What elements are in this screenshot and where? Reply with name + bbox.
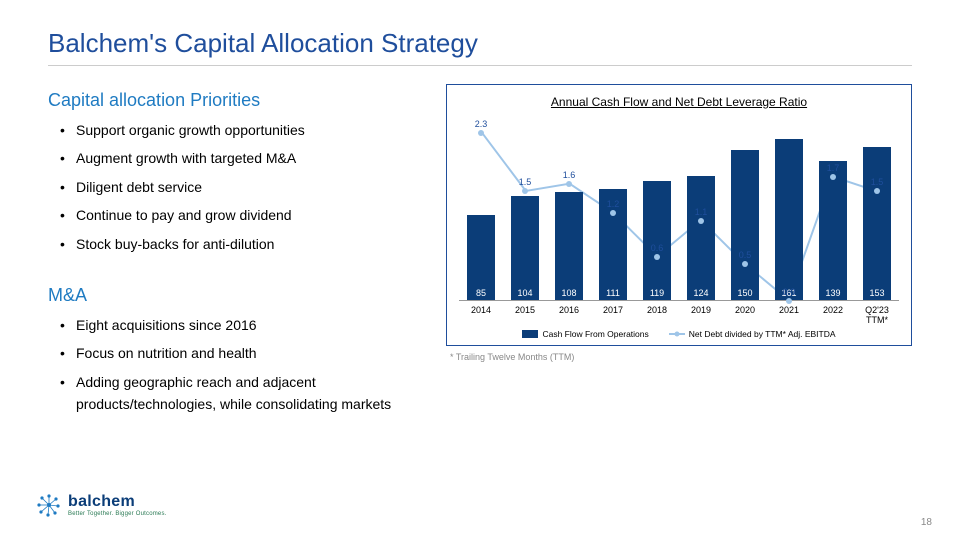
chart-bar: 150 — [731, 150, 758, 300]
logo-icon — [36, 492, 62, 518]
chart-line-label: 1.7 — [827, 163, 840, 173]
chart-bar: 108 — [555, 192, 582, 300]
logo-tagline: Better Together. Bigger Outcomes. — [68, 511, 167, 517]
chart-line-label: 0.5 — [739, 250, 752, 260]
legend-bars: Cash Flow From Operations — [522, 329, 648, 339]
chart-legend: Cash Flow From Operations Net Debt divid… — [459, 329, 899, 339]
chart-line-label: 0.0 — [783, 287, 796, 297]
chart-bar: 104 — [511, 196, 538, 300]
logo-text: balchem — [68, 493, 167, 511]
left-column: Capital allocation Priorities Support or… — [48, 84, 426, 422]
list-item: Eight acquisitions since 2016 — [76, 314, 426, 336]
chart-line-label: 1.5 — [519, 177, 532, 187]
chart-container: Annual Cash Flow and Net Debt Leverage R… — [446, 84, 912, 346]
chart-bar-label: 104 — [511, 288, 538, 298]
chart-title: Annual Cash Flow and Net Debt Leverage R… — [459, 95, 899, 109]
chart-line-point — [786, 298, 792, 304]
chart-bar-label: 150 — [731, 288, 758, 298]
chart-xtick: 2015 — [503, 305, 547, 325]
list-item: Support organic growth opportunities — [76, 119, 426, 141]
chart-line-label: 1.5 — [871, 177, 884, 187]
chart-line-point — [610, 210, 616, 216]
chart-bar-label: 111 — [599, 288, 626, 298]
chart-line-point — [742, 261, 748, 267]
page-number: 18 — [921, 517, 932, 528]
list-item: Focus on nutrition and health — [76, 342, 426, 364]
priorities-heading: Capital allocation Priorities — [48, 90, 426, 111]
chart-bar-label: 108 — [555, 288, 582, 298]
ma-list: Eight acquisitions since 2016 Focus on nu… — [48, 314, 426, 416]
chart-line-label: 2.3 — [475, 119, 488, 129]
logo: balchem Better Together. Bigger Outcomes… — [36, 492, 167, 518]
chart-footnote: * Trailing Twelve Months (TTM) — [450, 352, 912, 362]
list-item: Augment growth with targeted M&A — [76, 147, 426, 169]
chart-bar-label: 85 — [467, 288, 494, 298]
chart-line-point — [698, 218, 704, 224]
chart-bar: 139 — [819, 161, 846, 300]
chart-xtick: 2021 — [767, 305, 811, 325]
priorities-list: Support organic growth opportunities Augm… — [48, 119, 426, 255]
slide-title: Balchem's Capital Allocation Strategy — [48, 28, 912, 66]
chart-xtick: 2018 — [635, 305, 679, 325]
chart-line-label: 0.6 — [651, 243, 664, 253]
right-column: Annual Cash Flow and Net Debt Leverage R… — [446, 84, 912, 422]
list-item: Diligent debt service — [76, 176, 426, 198]
ma-heading: M&A — [48, 285, 426, 306]
chart-line-point — [874, 188, 880, 194]
chart-xtick: Q2'23 TTM* — [855, 305, 899, 325]
chart-xaxis: 201420152016201720182019202020212022Q2'2… — [459, 305, 899, 325]
chart-line-label: 1.1 — [695, 207, 708, 217]
chart-line-point — [830, 174, 836, 180]
chart-xtick: 2019 — [679, 305, 723, 325]
chart-line-label: 1.2 — [607, 199, 620, 209]
chart-bar: 85 — [467, 215, 494, 300]
chart-line-point — [478, 130, 484, 136]
chart-line-point — [566, 181, 572, 187]
chart-bar-label: 139 — [819, 288, 846, 298]
list-item: Adding geographic reach and adjacent pro… — [76, 371, 426, 416]
chart-line-point — [522, 188, 528, 194]
chart-bar-label: 153 — [863, 288, 890, 298]
chart-xtick: 2017 — [591, 305, 635, 325]
chart-bar-label: 119 — [643, 288, 670, 298]
chart-bar: 124 — [687, 176, 714, 300]
chart-plot: 85 2.3 104 1.5 108 1.6 111 1.2 119 0.6 124 1.1 150 0.… — [459, 111, 899, 301]
chart-xtick: 2014 — [459, 305, 503, 325]
chart-bar: 161 — [775, 139, 802, 300]
chart-bar-label: 124 — [687, 288, 714, 298]
chart-xtick: 2022 — [811, 305, 855, 325]
chart-line-point — [654, 254, 660, 260]
list-item: Stock buy-backs for anti-dilution — [76, 233, 426, 255]
legend-line: Net Debt divided by TTM* Adj. EBITDA — [669, 329, 836, 339]
chart-xtick: 2016 — [547, 305, 591, 325]
chart-line-label: 1.6 — [563, 170, 576, 180]
chart-bar: 119 — [643, 181, 670, 300]
chart-bar: 153 — [863, 147, 890, 300]
chart-xtick: 2020 — [723, 305, 767, 325]
list-item: Continue to pay and grow dividend — [76, 204, 426, 226]
